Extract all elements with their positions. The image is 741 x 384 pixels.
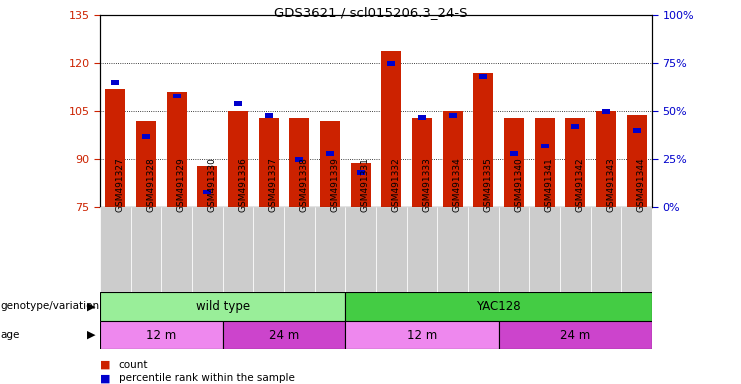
Text: GSM491333: GSM491333 [422, 157, 431, 212]
Bar [167, 92, 187, 207]
Bar [560, 207, 591, 292]
Bar [234, 101, 242, 106]
Bar [320, 121, 340, 207]
Bar [499, 321, 652, 349]
Text: 24 m: 24 m [269, 329, 299, 341]
Text: ▶: ▶ [87, 301, 96, 311]
Bar [596, 111, 616, 207]
Bar [223, 321, 345, 349]
Text: percentile rank within the sample: percentile rank within the sample [119, 373, 294, 383]
Text: GSM491344: GSM491344 [637, 157, 645, 212]
Text: GSM491327: GSM491327 [116, 157, 124, 212]
Text: GSM491328: GSM491328 [146, 157, 155, 212]
Bar [105, 89, 125, 207]
Text: GSM491341: GSM491341 [545, 157, 554, 212]
Bar [571, 124, 579, 129]
Bar [259, 118, 279, 207]
Bar [376, 207, 407, 292]
Text: 12 m: 12 m [146, 329, 176, 341]
Text: GSM491340: GSM491340 [514, 157, 523, 212]
Bar [535, 118, 555, 207]
Bar [356, 170, 365, 175]
Bar [345, 207, 376, 292]
Bar [468, 207, 499, 292]
Bar [173, 94, 181, 98]
Bar [345, 321, 499, 349]
Bar [479, 74, 488, 79]
Text: GSM491338: GSM491338 [299, 157, 308, 212]
Bar [142, 134, 150, 139]
Bar [223, 207, 253, 292]
Text: GSM491342: GSM491342 [576, 157, 585, 212]
Text: GSM491337: GSM491337 [269, 157, 278, 212]
Bar [565, 118, 585, 207]
Bar [622, 207, 652, 292]
Bar [541, 144, 549, 148]
Text: YAC128: YAC128 [476, 300, 521, 313]
Text: 12 m: 12 m [407, 329, 437, 341]
Text: GSM491331: GSM491331 [361, 157, 370, 212]
Bar [602, 109, 610, 114]
Bar [437, 207, 468, 292]
Text: GSM491336: GSM491336 [238, 157, 247, 212]
Bar [350, 162, 370, 207]
Bar [627, 114, 647, 207]
Bar [504, 118, 524, 207]
Bar [412, 118, 432, 207]
Text: ▶: ▶ [87, 330, 96, 340]
Bar [284, 207, 315, 292]
Bar [162, 207, 192, 292]
Text: age: age [0, 330, 19, 340]
Bar [296, 157, 303, 162]
Bar [197, 166, 217, 207]
Bar [326, 151, 334, 156]
Text: genotype/variation: genotype/variation [0, 301, 99, 311]
Bar [111, 80, 119, 85]
Bar [633, 128, 641, 133]
Bar [228, 111, 248, 207]
Bar [100, 292, 345, 321]
Text: GSM491329: GSM491329 [176, 157, 186, 212]
Text: GSM491334: GSM491334 [453, 157, 462, 212]
Bar [529, 207, 560, 292]
Text: GSM491343: GSM491343 [606, 157, 615, 212]
Bar [510, 151, 518, 156]
Text: ■: ■ [100, 360, 110, 370]
Bar [418, 115, 426, 119]
Bar [443, 111, 462, 207]
Bar [130, 207, 162, 292]
Bar [407, 207, 437, 292]
Text: GSM491330: GSM491330 [207, 157, 216, 212]
Bar [265, 113, 273, 118]
Bar [388, 61, 396, 66]
Bar [382, 51, 402, 207]
Bar [253, 207, 284, 292]
Text: count: count [119, 360, 148, 370]
Bar [100, 207, 130, 292]
Text: ■: ■ [100, 373, 110, 383]
Text: GDS3621 / scl015206.3_24-S: GDS3621 / scl015206.3_24-S [273, 6, 468, 19]
Bar [100, 321, 223, 349]
Text: wild type: wild type [196, 300, 250, 313]
Text: GSM491332: GSM491332 [391, 157, 400, 212]
Bar [315, 207, 345, 292]
Bar [473, 73, 494, 207]
Text: GSM491339: GSM491339 [330, 157, 339, 212]
Text: GSM491335: GSM491335 [483, 157, 493, 212]
Bar [449, 113, 456, 118]
Bar [499, 207, 529, 292]
Bar [192, 207, 223, 292]
Bar [591, 207, 622, 292]
Bar [136, 121, 156, 207]
Bar [290, 118, 309, 207]
Text: 24 m: 24 m [560, 329, 591, 341]
Bar [203, 190, 211, 194]
Bar [345, 292, 652, 321]
